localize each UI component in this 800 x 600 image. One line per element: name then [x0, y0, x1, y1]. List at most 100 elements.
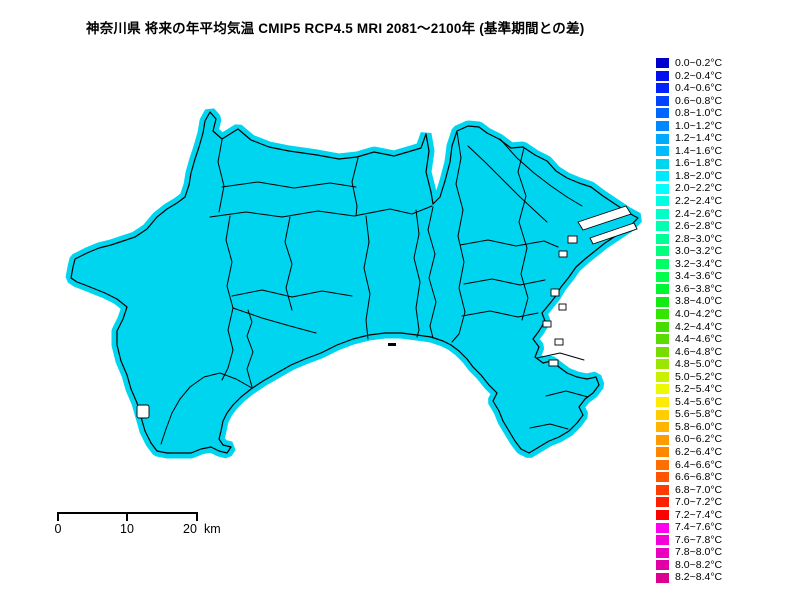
legend-entry: 6.8~7.0°C	[656, 484, 722, 497]
legend-entry: 5.8~6.0°C	[656, 421, 722, 434]
landfill-island	[589, 222, 638, 245]
legend-entry: 0.2~0.4°C	[656, 70, 722, 83]
legend-label: 7.4~7.6°C	[675, 521, 723, 534]
legend-label: 0.8~1.0°C	[675, 107, 723, 120]
landfill-island	[558, 250, 568, 258]
legend-swatch	[656, 522, 669, 533]
legend-label: 2.8~3.0°C	[675, 232, 723, 245]
legend-swatch	[656, 497, 669, 508]
municipal-boundary	[499, 138, 583, 207]
legend-swatch	[656, 484, 669, 495]
legend-label: 8.2~8.4°C	[675, 571, 723, 584]
legend-label: 6.2~6.4°C	[675, 445, 723, 458]
legend-entry: 0.6~0.8°C	[656, 95, 722, 108]
scale-bar-tick	[57, 512, 59, 521]
municipal-boundary	[232, 307, 317, 334]
municipal-boundary	[545, 390, 589, 398]
legend-entry: 8.2~8.4°C	[656, 571, 722, 584]
municipal-boundary	[363, 215, 371, 340]
legend-entry: 2.6~2.8°C	[656, 220, 722, 233]
legend-label: 7.6~7.8°C	[675, 533, 723, 546]
legend-entry: 6.2~6.4°C	[656, 446, 722, 459]
municipal-boundary	[451, 131, 466, 343]
legend-entry: 3.4~3.6°C	[656, 270, 722, 283]
legend-swatch	[656, 459, 669, 470]
municipal-boundaries	[160, 131, 589, 445]
legend-entry: 3.8~4.0°C	[656, 295, 722, 308]
legend-swatch	[656, 447, 669, 458]
legend-entry: 5.0~5.2°C	[656, 371, 722, 384]
landfill-island	[577, 205, 632, 231]
legend-entry: 2.0~2.2°C	[656, 182, 722, 195]
legend-label: 6.6~6.8°C	[675, 471, 723, 484]
legend-swatch	[656, 183, 669, 194]
landfill-island	[542, 320, 552, 328]
legend-label: 6.4~6.6°C	[675, 458, 723, 471]
municipal-boundary	[517, 147, 529, 321]
legend-swatch	[656, 233, 669, 244]
legend-swatch	[656, 208, 669, 219]
legend-entry: 0.0~0.2°C	[656, 57, 722, 70]
legend-swatch	[656, 309, 669, 320]
legend-label: 0.2~0.4°C	[675, 69, 723, 82]
legend-label: 6.0~6.2°C	[675, 433, 723, 446]
municipal-boundary	[209, 205, 433, 218]
legend-swatch	[656, 346, 669, 357]
legend-entry: 5.4~5.6°C	[656, 396, 722, 409]
legend-entry: 8.0~8.2°C	[656, 559, 722, 572]
legend-swatch	[656, 259, 669, 270]
page-title: 神奈川県 将来の年平均気温 CMIP5 RCP4.5 MRI 2081～2100…	[86, 21, 585, 36]
legend-entry: 6.0~6.2°C	[656, 433, 722, 446]
legend-label: 7.0~7.2°C	[675, 496, 723, 509]
scale-unit: km	[204, 522, 221, 536]
legend-label: 2.0~2.2°C	[675, 182, 723, 195]
legend-entry: 7.0~7.2°C	[656, 496, 722, 509]
legend-entry: 1.6~1.8°C	[656, 157, 722, 170]
legend-label: 0.4~0.6°C	[675, 82, 723, 95]
legend-swatch	[656, 83, 669, 94]
legend-swatch	[656, 547, 669, 558]
landfill-island	[548, 359, 559, 367]
legend-swatch	[656, 371, 669, 382]
lake-ashinoko	[136, 404, 150, 419]
legend-label: 0.6~0.8°C	[675, 94, 723, 107]
legend-label: 1.2~1.4°C	[675, 132, 723, 145]
legend-swatch	[656, 171, 669, 182]
legend-label: 1.6~1.8°C	[675, 157, 723, 170]
scale-label-10: 10	[120, 522, 134, 536]
legend-entry: 0.8~1.0°C	[656, 107, 722, 120]
legend-label: 2.4~2.6°C	[675, 207, 723, 220]
municipal-boundary	[231, 289, 353, 298]
legend-label: 4.6~4.8°C	[675, 345, 723, 358]
legend-swatch	[656, 196, 669, 207]
legend-swatch	[656, 70, 669, 81]
legend-entry: 2.8~3.0°C	[656, 233, 722, 246]
legend-label: 4.2~4.4°C	[675, 320, 723, 333]
legend-swatch	[656, 146, 669, 157]
legend-swatch	[656, 509, 669, 520]
legend-label: 5.4~5.6°C	[675, 395, 723, 408]
legend-entry: 5.2~5.4°C	[656, 383, 722, 396]
temperature-legend: 0.0~0.2°C 0.2~0.4°C 0.4~0.6°C 0.6~0.8°C 0.8~…	[656, 57, 722, 584]
municipal-boundary	[351, 157, 359, 217]
legend-entry: 4.0~4.2°C	[656, 308, 722, 321]
municipal-boundary	[529, 423, 569, 430]
legend-label: 1.0~1.2°C	[675, 119, 723, 132]
legend-swatch	[656, 121, 669, 131]
landfill-island	[567, 235, 578, 244]
legend-entry: 4.2~4.4°C	[656, 320, 722, 333]
scale-label-20: 20	[183, 522, 197, 536]
legend-swatch	[656, 572, 669, 583]
legend-entry: 7.6~7.8°C	[656, 534, 722, 547]
legend-label: 1.4~1.6°C	[675, 144, 723, 157]
legend-entry: 6.6~6.8°C	[656, 471, 722, 484]
legend-swatch	[656, 108, 669, 119]
legend-swatch	[656, 246, 669, 257]
legend-label: 3.8~4.0°C	[675, 295, 723, 308]
municipal-boundary	[463, 278, 546, 286]
landfill-island	[554, 338, 564, 346]
legend-label: 4.8~5.0°C	[675, 358, 723, 371]
legend-swatch	[656, 472, 669, 483]
municipal-boundary	[284, 216, 293, 311]
